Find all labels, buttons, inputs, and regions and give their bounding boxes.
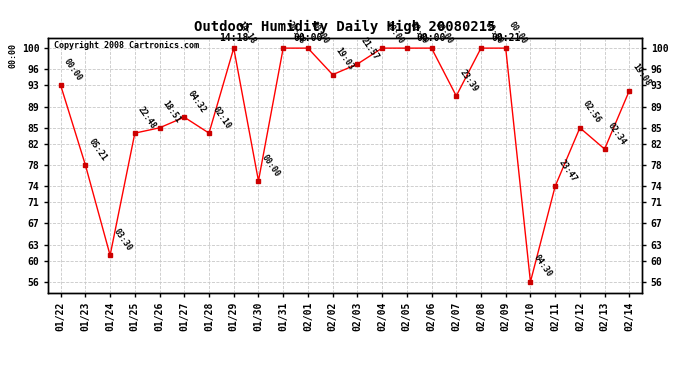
- Text: 14:18: 14:18: [235, 20, 257, 45]
- Title: Outdoor Humidity Daily High 20080215: Outdoor Humidity Daily High 20080215: [195, 20, 495, 33]
- Text: 05:21: 05:21: [87, 136, 108, 162]
- Text: 04:30: 04:30: [532, 254, 553, 279]
- Text: 22:48: 22:48: [136, 105, 158, 130]
- Text: 00:00: 00:00: [417, 33, 446, 43]
- Text: 21:57: 21:57: [359, 36, 380, 61]
- Text: 18:51: 18:51: [161, 99, 183, 125]
- Text: 23:47: 23:47: [557, 158, 578, 183]
- Text: 14:18: 14:18: [219, 33, 248, 43]
- Text: 19:08: 19:08: [631, 62, 653, 88]
- Text: 02:56: 02:56: [581, 99, 603, 125]
- Text: 00:00: 00:00: [293, 33, 323, 43]
- Text: 04:32: 04:32: [186, 89, 208, 114]
- Text: 00:21: 00:21: [491, 33, 520, 43]
- Text: 00:00: 00:00: [8, 43, 17, 68]
- Text: 20:28: 20:28: [284, 20, 306, 45]
- Text: 00:00: 00:00: [433, 20, 455, 45]
- Text: 00:00: 00:00: [482, 20, 504, 45]
- Text: 00:00: 00:00: [309, 20, 331, 45]
- Text: 00:00: 00:00: [62, 57, 83, 82]
- Text: 23:39: 23:39: [457, 68, 480, 93]
- Text: 00:00: 00:00: [260, 153, 282, 178]
- Text: 00:00: 00:00: [507, 20, 529, 45]
- Text: 00:00: 00:00: [384, 20, 405, 45]
- Text: 02:10: 02:10: [210, 105, 232, 130]
- Text: 03:30: 03:30: [112, 227, 133, 252]
- Text: 00:09: 00:09: [408, 20, 430, 45]
- Text: 02:34: 02:34: [606, 121, 628, 146]
- Text: 19:03: 19:03: [334, 46, 356, 72]
- Text: Copyright 2008 Cartronics.com: Copyright 2008 Cartronics.com: [55, 41, 199, 50]
